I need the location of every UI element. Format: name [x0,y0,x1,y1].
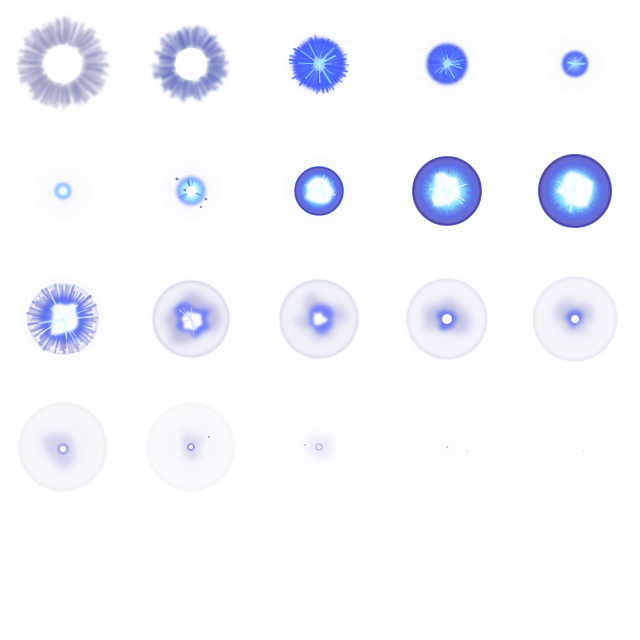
sprite-frame-2-radial-burst-contracting [145,18,237,110]
sprite-frame-14-smoke-ring [397,269,497,369]
sprite-frame-19-speck [403,403,491,491]
sprite-frame-3-energy-ball [275,20,363,108]
sprite-frame-13-explosion-fading [267,267,371,371]
sprite-frame-9-charged-orb-large [397,141,497,241]
sprite-frame-10-charged-orb-full [521,137,629,245]
sprite-frame-15-smoke-ring-faint [525,269,625,369]
sprite-frame-1-radial-burst [13,14,113,114]
sprite-frame-6-tiny-spark [23,151,103,231]
sprite-frame-12-explosion-dissipating [137,265,245,373]
sprite-frame-11-explosion-peak [7,263,119,375]
sprite-frame-7-charge-start [151,151,231,231]
sprite-frame-5-energy-spark [535,24,615,104]
sprite-frame-18-faint-ember [273,401,365,493]
sprite-frame-8-charged-orb [273,145,365,237]
sprite-frame-4-energy-ball-small [405,22,489,106]
sprite-frame-17-ember [143,399,239,495]
sprite-frame-20-empty [533,405,617,489]
sprite-frame-16-smoke-wisp [13,397,113,497]
